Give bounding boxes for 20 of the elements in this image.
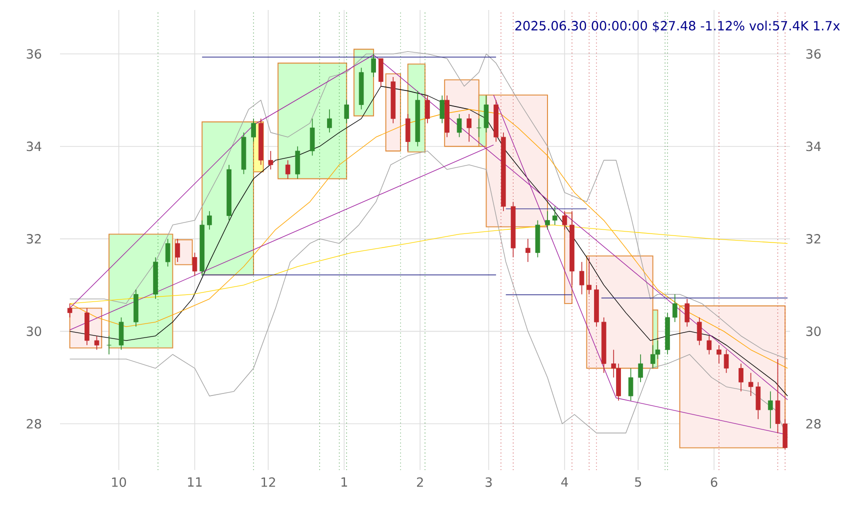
y2-tick-label: 36 xyxy=(806,49,821,59)
y2-tick-label: 30 xyxy=(806,326,821,336)
y2-tick-label: 34 xyxy=(806,142,821,152)
x-tick-label: 10 xyxy=(112,477,126,487)
y-tick-label: 36 xyxy=(26,49,42,59)
y2-tick-label: 32 xyxy=(806,234,820,244)
y2-tick-label: 28 xyxy=(806,418,821,429)
x-tick-label: 4 xyxy=(561,477,568,487)
y-tick-label: 32 xyxy=(26,234,41,244)
x-tick-label: 11 xyxy=(188,477,202,487)
y-tick-label: 34 xyxy=(26,142,42,152)
x-tick-label: 1 xyxy=(342,477,348,487)
y-tick-label: 28 xyxy=(26,418,42,429)
x-tick-label: 12 xyxy=(262,477,276,487)
x-tick-label: 6 xyxy=(710,477,718,487)
x-tick-label: 2 xyxy=(416,477,423,487)
x-tick-label: 5 xyxy=(635,477,642,487)
text: 2025.06.30 00:00:00 $27.48 -1.12% vol:57.4K 1.7x xyxy=(515,20,840,32)
y-tick-label: 30 xyxy=(26,326,42,336)
x-tick-label: 3 xyxy=(486,477,492,487)
